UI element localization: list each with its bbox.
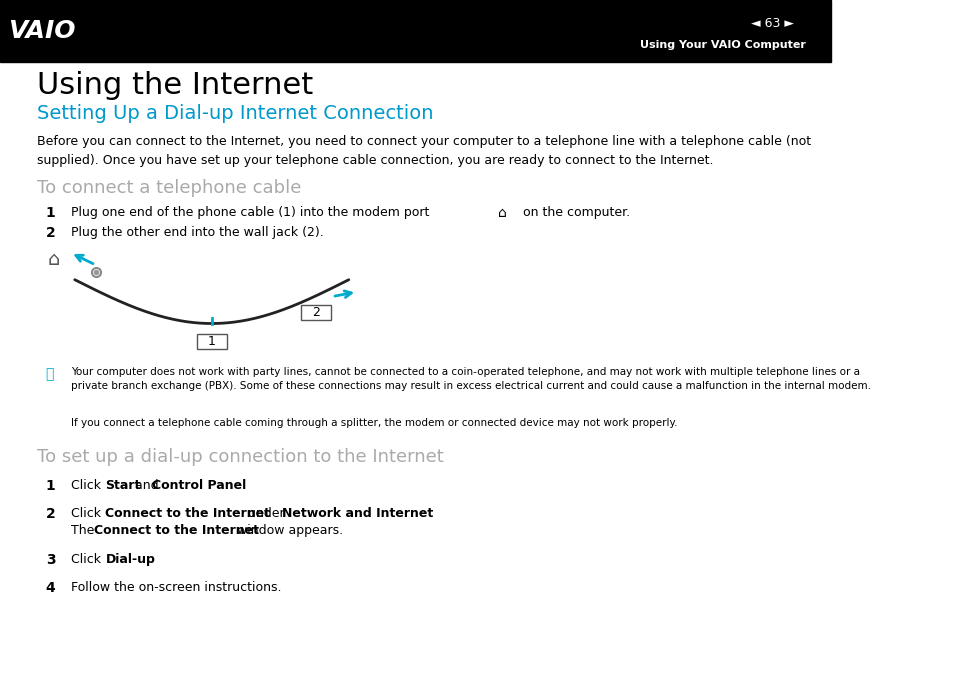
Text: Plug the other end into the wall jack (2).: Plug the other end into the wall jack (2… (71, 226, 323, 239)
Text: 3: 3 (46, 553, 55, 567)
Text: Plug one end of the phone cable (1) into the modem port: Plug one end of the phone cable (1) into… (71, 206, 429, 218)
Text: 📝: 📝 (46, 367, 54, 381)
Text: 1: 1 (46, 206, 55, 220)
Text: To connect a telephone cable: To connect a telephone cable (37, 179, 301, 197)
Text: Connect to the Internet: Connect to the Internet (106, 507, 271, 520)
Text: Network and Internet: Network and Internet (282, 507, 434, 520)
Text: 2: 2 (312, 306, 319, 319)
Text: 2: 2 (46, 507, 55, 521)
Text: The: The (71, 524, 98, 537)
Text: Start: Start (106, 479, 141, 491)
Text: .: . (419, 507, 424, 520)
Text: 2: 2 (46, 226, 55, 240)
Text: window appears.: window appears. (233, 524, 342, 537)
Text: Your computer does not work with party lines, cannot be connected to a coin-oper: Your computer does not work with party l… (71, 367, 870, 392)
Text: and: and (132, 479, 163, 491)
Text: 1: 1 (46, 479, 55, 493)
Text: Follow the on-screen instructions.: Follow the on-screen instructions. (71, 581, 281, 594)
Text: Setting Up a Dial-up Internet Connection: Setting Up a Dial-up Internet Connection (37, 104, 434, 123)
Text: Click: Click (71, 479, 105, 491)
Text: VAIO: VAIO (9, 19, 75, 43)
Text: Control Panel: Control Panel (152, 479, 246, 491)
Text: 4: 4 (46, 581, 55, 595)
Text: Using the Internet: Using the Internet (37, 71, 314, 100)
Text: Using Your VAIO Computer: Using Your VAIO Computer (639, 40, 804, 50)
Bar (0, 0, 830, 62)
Text: Connect to the Internet: Connect to the Internet (93, 524, 258, 537)
Text: .: . (146, 553, 150, 565)
Text: If you connect a telephone cable coming through a splitter, the modem or connect: If you connect a telephone cable coming … (71, 418, 677, 428)
Text: Before you can connect to the Internet, you need to connect your computer to a t: Before you can connect to the Internet, … (37, 135, 811, 166)
Text: under: under (244, 507, 289, 520)
Text: ⌂: ⌂ (48, 250, 60, 269)
Text: To set up a dial-up connection to the Internet: To set up a dial-up connection to the In… (37, 448, 444, 466)
FancyBboxPatch shape (196, 334, 227, 349)
FancyBboxPatch shape (300, 305, 330, 320)
Text: Dial-up: Dial-up (106, 553, 155, 565)
Text: 1: 1 (208, 335, 215, 348)
Text: ◄ 63 ►: ◄ 63 ► (750, 17, 793, 30)
Text: Click: Click (71, 507, 105, 520)
Text: ⌂: ⌂ (497, 206, 507, 220)
Text: Click: Click (71, 553, 105, 565)
Text: on the computer.: on the computer. (522, 206, 630, 218)
